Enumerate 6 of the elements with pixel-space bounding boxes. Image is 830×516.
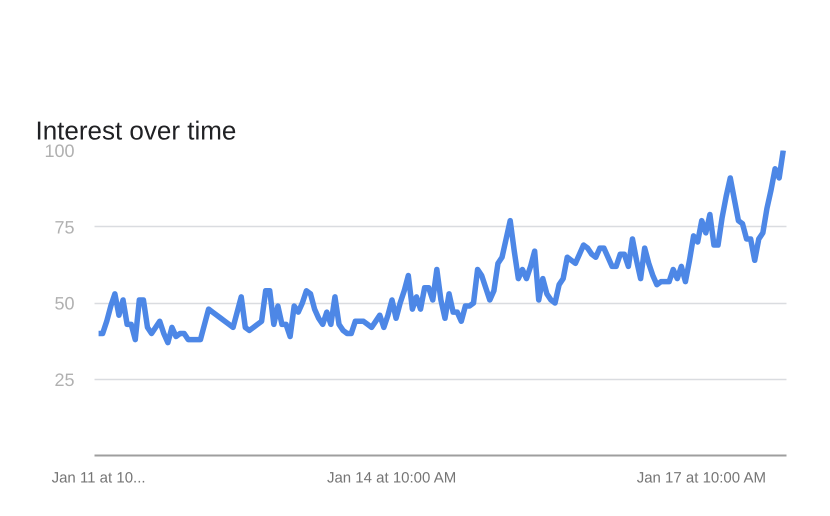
y-tick-label: 25 <box>54 370 75 390</box>
x-tick-label: Jan 14 at 10:00 AM <box>326 470 456 486</box>
y-tick-label: 75 <box>54 217 75 238</box>
x-tick-label: Jan 17 at 10:00 AM <box>636 470 766 486</box>
x-tick-label: Jan 11 at 10... <box>52 470 146 486</box>
y-tick-label: 50 <box>54 294 75 314</box>
